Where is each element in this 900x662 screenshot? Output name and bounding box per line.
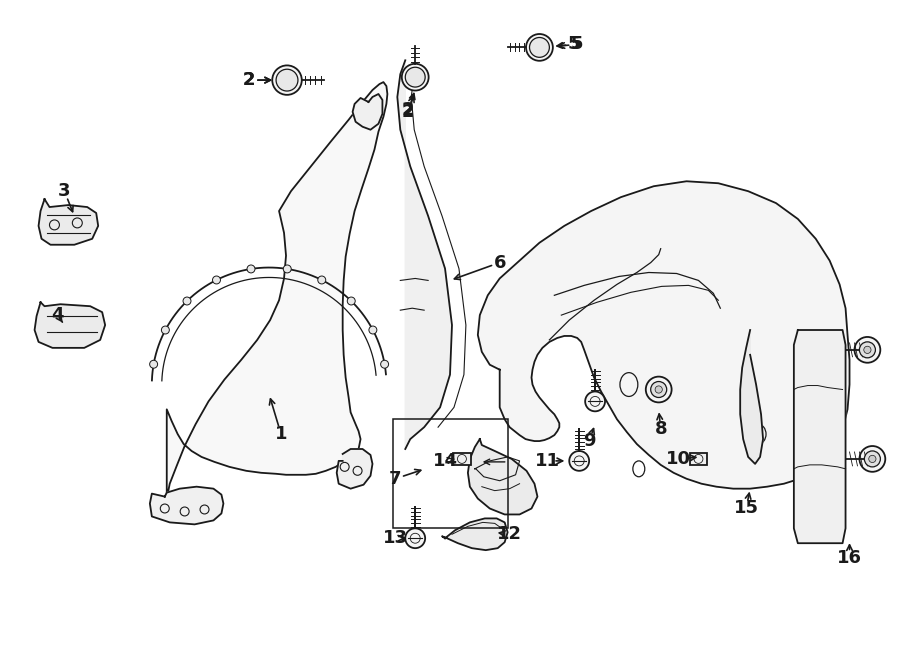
Text: 2: 2 — [402, 101, 415, 119]
Circle shape — [854, 337, 880, 363]
Polygon shape — [166, 82, 387, 498]
Circle shape — [864, 346, 871, 354]
Polygon shape — [740, 330, 763, 464]
Text: 15: 15 — [734, 500, 759, 518]
Polygon shape — [468, 439, 537, 514]
Text: 8: 8 — [654, 420, 667, 438]
Text: 1: 1 — [274, 425, 287, 443]
Circle shape — [405, 68, 425, 87]
Circle shape — [247, 265, 255, 273]
Circle shape — [276, 70, 298, 91]
Circle shape — [860, 342, 876, 358]
FancyBboxPatch shape — [689, 453, 707, 465]
Circle shape — [212, 276, 220, 284]
Text: 10: 10 — [666, 450, 691, 468]
Text: 14: 14 — [433, 452, 457, 470]
Bar — [393, 419, 508, 528]
Polygon shape — [150, 487, 223, 524]
Text: 12: 12 — [497, 525, 522, 544]
Circle shape — [273, 66, 302, 95]
Circle shape — [401, 64, 428, 91]
Circle shape — [655, 386, 662, 393]
Polygon shape — [478, 181, 850, 489]
Circle shape — [646, 377, 671, 402]
Circle shape — [868, 455, 876, 463]
Circle shape — [570, 451, 590, 471]
Circle shape — [864, 451, 880, 467]
Circle shape — [651, 381, 667, 397]
Polygon shape — [34, 303, 105, 348]
Circle shape — [585, 391, 605, 411]
Circle shape — [381, 360, 389, 368]
Text: 3: 3 — [58, 182, 70, 200]
Circle shape — [347, 297, 356, 305]
Polygon shape — [442, 518, 508, 550]
Text: 5: 5 — [571, 36, 583, 54]
Text: 13: 13 — [382, 529, 408, 547]
Text: 7: 7 — [389, 470, 401, 488]
Polygon shape — [397, 60, 452, 449]
Polygon shape — [337, 449, 373, 489]
Circle shape — [149, 360, 158, 368]
Text: 16: 16 — [837, 549, 862, 567]
Circle shape — [284, 265, 292, 273]
Circle shape — [161, 326, 169, 334]
Text: 11: 11 — [535, 452, 560, 470]
Text: 2: 2 — [243, 71, 256, 89]
Circle shape — [183, 297, 191, 305]
Circle shape — [526, 34, 553, 61]
Polygon shape — [353, 94, 382, 130]
Circle shape — [529, 38, 549, 58]
Text: 2: 2 — [243, 71, 256, 89]
Polygon shape — [794, 330, 845, 544]
Polygon shape — [39, 199, 98, 245]
FancyBboxPatch shape — [453, 453, 471, 465]
Circle shape — [860, 446, 886, 472]
Text: 2: 2 — [402, 103, 415, 121]
Circle shape — [405, 528, 425, 548]
Circle shape — [369, 326, 377, 334]
Text: 6: 6 — [493, 254, 506, 271]
Text: 5: 5 — [568, 36, 580, 54]
Text: 9: 9 — [583, 432, 596, 450]
Text: 4: 4 — [51, 306, 64, 324]
Circle shape — [318, 276, 326, 284]
